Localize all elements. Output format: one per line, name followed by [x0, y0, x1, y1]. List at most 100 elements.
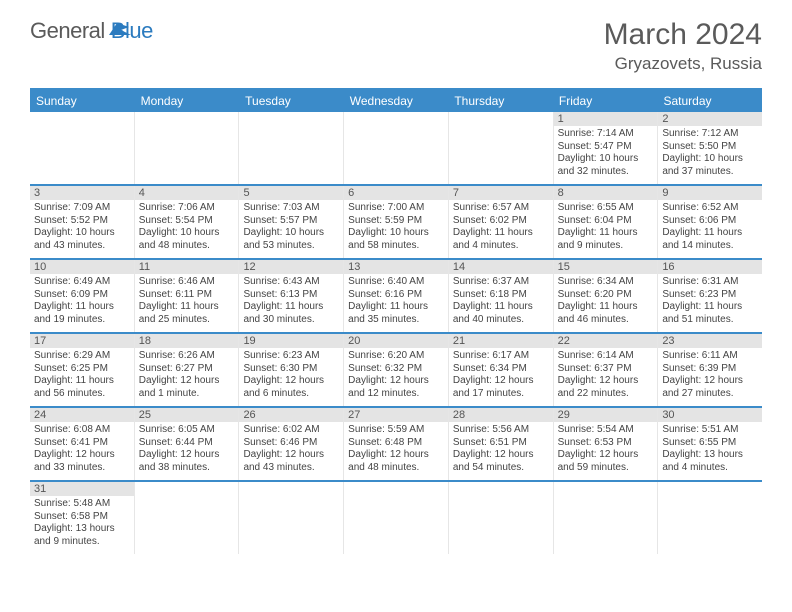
day-number: 18	[135, 334, 239, 348]
sunrise-text: Sunrise: 6:31 AM	[662, 276, 758, 289]
sunrise-text: Sunrise: 6:57 AM	[453, 202, 549, 215]
day-number	[658, 482, 762, 484]
day-cell	[239, 112, 344, 184]
sunset-text: Sunset: 6:41 PM	[34, 437, 130, 450]
day-number: 1	[554, 112, 658, 126]
week-row: 1Sunrise: 7:14 AMSunset: 5:47 PMDaylight…	[30, 112, 762, 186]
dayhead-thu: Thursday	[448, 90, 553, 112]
daylight-text: Daylight: 12 hours and 17 minutes.	[453, 375, 549, 400]
day-number: 27	[344, 408, 448, 422]
daylight-text: Daylight: 11 hours and 56 minutes.	[34, 375, 130, 400]
day-cell: 19Sunrise: 6:23 AMSunset: 6:30 PMDayligh…	[239, 334, 344, 406]
sunrise-text: Sunrise: 6:46 AM	[139, 276, 235, 289]
daylight-text: Daylight: 10 hours and 37 minutes.	[662, 153, 758, 178]
day-cell: 4Sunrise: 7:06 AMSunset: 5:54 PMDaylight…	[135, 186, 240, 258]
sunset-text: Sunset: 6:34 PM	[453, 363, 549, 376]
day-cell: 3Sunrise: 7:09 AMSunset: 5:52 PMDaylight…	[30, 186, 135, 258]
logo-text-blue: Blue	[111, 18, 153, 44]
day-data: Sunrise: 7:03 AMSunset: 5:57 PMDaylight:…	[239, 200, 343, 256]
day-cell	[135, 112, 240, 184]
day-cell: 10Sunrise: 6:49 AMSunset: 6:09 PMDayligh…	[30, 260, 135, 332]
day-number	[135, 112, 239, 114]
sunrise-text: Sunrise: 6:52 AM	[662, 202, 758, 215]
day-number: 14	[449, 260, 553, 274]
day-cell	[449, 482, 554, 554]
daylight-text: Daylight: 12 hours and 38 minutes.	[139, 449, 235, 474]
logo-text-general: General	[30, 18, 105, 44]
sunrise-text: Sunrise: 6:49 AM	[34, 276, 130, 289]
sunrise-text: Sunrise: 7:14 AM	[558, 128, 654, 141]
daylight-text: Daylight: 10 hours and 32 minutes.	[558, 153, 654, 178]
sunrise-text: Sunrise: 6:26 AM	[139, 350, 235, 363]
day-number	[449, 112, 553, 114]
sunrise-text: Sunrise: 6:17 AM	[453, 350, 549, 363]
day-cell: 1Sunrise: 7:14 AMSunset: 5:47 PMDaylight…	[554, 112, 659, 184]
daylight-text: Daylight: 11 hours and 46 minutes.	[558, 301, 654, 326]
day-cell: 26Sunrise: 6:02 AMSunset: 6:46 PMDayligh…	[239, 408, 344, 480]
day-number: 8	[554, 186, 658, 200]
daylight-text: Daylight: 12 hours and 22 minutes.	[558, 375, 654, 400]
day-number: 10	[30, 260, 134, 274]
weeks-container: 1Sunrise: 7:14 AMSunset: 5:47 PMDaylight…	[30, 112, 762, 554]
sunset-text: Sunset: 6:16 PM	[348, 289, 444, 302]
day-number: 4	[135, 186, 239, 200]
sunset-text: Sunset: 6:11 PM	[139, 289, 235, 302]
daylight-text: Daylight: 11 hours and 25 minutes.	[139, 301, 235, 326]
day-cell: 12Sunrise: 6:43 AMSunset: 6:13 PMDayligh…	[239, 260, 344, 332]
day-data: Sunrise: 6:08 AMSunset: 6:41 PMDaylight:…	[30, 422, 134, 478]
sunset-text: Sunset: 6:06 PM	[662, 215, 758, 228]
day-number: 28	[449, 408, 553, 422]
day-data: Sunrise: 6:52 AMSunset: 6:06 PMDaylight:…	[658, 200, 762, 256]
day-cell: 17Sunrise: 6:29 AMSunset: 6:25 PMDayligh…	[30, 334, 135, 406]
sunrise-text: Sunrise: 6:34 AM	[558, 276, 654, 289]
day-data: Sunrise: 6:29 AMSunset: 6:25 PMDaylight:…	[30, 348, 134, 404]
daylight-text: Daylight: 11 hours and 30 minutes.	[243, 301, 339, 326]
day-cell: 14Sunrise: 6:37 AMSunset: 6:18 PMDayligh…	[449, 260, 554, 332]
day-number	[344, 482, 448, 484]
sunrise-text: Sunrise: 7:03 AM	[243, 202, 339, 215]
sunset-text: Sunset: 5:54 PM	[139, 215, 235, 228]
day-number: 24	[30, 408, 134, 422]
day-number: 22	[554, 334, 658, 348]
week-row: 31Sunrise: 5:48 AMSunset: 6:58 PMDayligh…	[30, 482, 762, 554]
day-data: Sunrise: 6:23 AMSunset: 6:30 PMDaylight:…	[239, 348, 343, 404]
sunset-text: Sunset: 6:37 PM	[558, 363, 654, 376]
sunrise-text: Sunrise: 7:06 AM	[139, 202, 235, 215]
day-data: Sunrise: 6:14 AMSunset: 6:37 PMDaylight:…	[554, 348, 658, 404]
sunrise-text: Sunrise: 6:29 AM	[34, 350, 130, 363]
day-data: Sunrise: 5:51 AMSunset: 6:55 PMDaylight:…	[658, 422, 762, 478]
day-data: Sunrise: 5:48 AMSunset: 6:58 PMDaylight:…	[30, 496, 134, 552]
dayhead-row: Sunday Monday Tuesday Wednesday Thursday…	[30, 90, 762, 112]
day-data: Sunrise: 6:26 AMSunset: 6:27 PMDaylight:…	[135, 348, 239, 404]
sunset-text: Sunset: 6:23 PM	[662, 289, 758, 302]
day-number: 9	[658, 186, 762, 200]
day-data: Sunrise: 6:31 AMSunset: 6:23 PMDaylight:…	[658, 274, 762, 330]
week-row: 3Sunrise: 7:09 AMSunset: 5:52 PMDaylight…	[30, 186, 762, 260]
day-cell: 11Sunrise: 6:46 AMSunset: 6:11 PMDayligh…	[135, 260, 240, 332]
sunset-text: Sunset: 6:53 PM	[558, 437, 654, 450]
day-data: Sunrise: 6:40 AMSunset: 6:16 PMDaylight:…	[344, 274, 448, 330]
month-title: March 2024	[604, 18, 762, 52]
sunrise-text: Sunrise: 5:54 AM	[558, 424, 654, 437]
dayhead-tue: Tuesday	[239, 90, 344, 112]
daylight-text: Daylight: 11 hours and 51 minutes.	[662, 301, 758, 326]
day-data: Sunrise: 7:14 AMSunset: 5:47 PMDaylight:…	[554, 126, 658, 182]
day-cell: 9Sunrise: 6:52 AMSunset: 6:06 PMDaylight…	[658, 186, 762, 258]
day-number: 23	[658, 334, 762, 348]
day-number: 21	[449, 334, 553, 348]
day-data: Sunrise: 5:54 AMSunset: 6:53 PMDaylight:…	[554, 422, 658, 478]
title-block: March 2024 Gryazovets, Russia	[604, 18, 762, 74]
daylight-text: Daylight: 10 hours and 43 minutes.	[34, 227, 130, 252]
week-row: 10Sunrise: 6:49 AMSunset: 6:09 PMDayligh…	[30, 260, 762, 334]
sunset-text: Sunset: 6:51 PM	[453, 437, 549, 450]
sunset-text: Sunset: 5:59 PM	[348, 215, 444, 228]
day-cell: 28Sunrise: 5:56 AMSunset: 6:51 PMDayligh…	[449, 408, 554, 480]
daylight-text: Daylight: 11 hours and 4 minutes.	[453, 227, 549, 252]
day-data: Sunrise: 6:43 AMSunset: 6:13 PMDaylight:…	[239, 274, 343, 330]
day-data: Sunrise: 5:56 AMSunset: 6:51 PMDaylight:…	[449, 422, 553, 478]
day-cell: 30Sunrise: 5:51 AMSunset: 6:55 PMDayligh…	[658, 408, 762, 480]
day-data: Sunrise: 6:37 AMSunset: 6:18 PMDaylight:…	[449, 274, 553, 330]
day-data: Sunrise: 7:09 AMSunset: 5:52 PMDaylight:…	[30, 200, 134, 256]
day-number	[344, 112, 448, 114]
sunrise-text: Sunrise: 7:12 AM	[662, 128, 758, 141]
